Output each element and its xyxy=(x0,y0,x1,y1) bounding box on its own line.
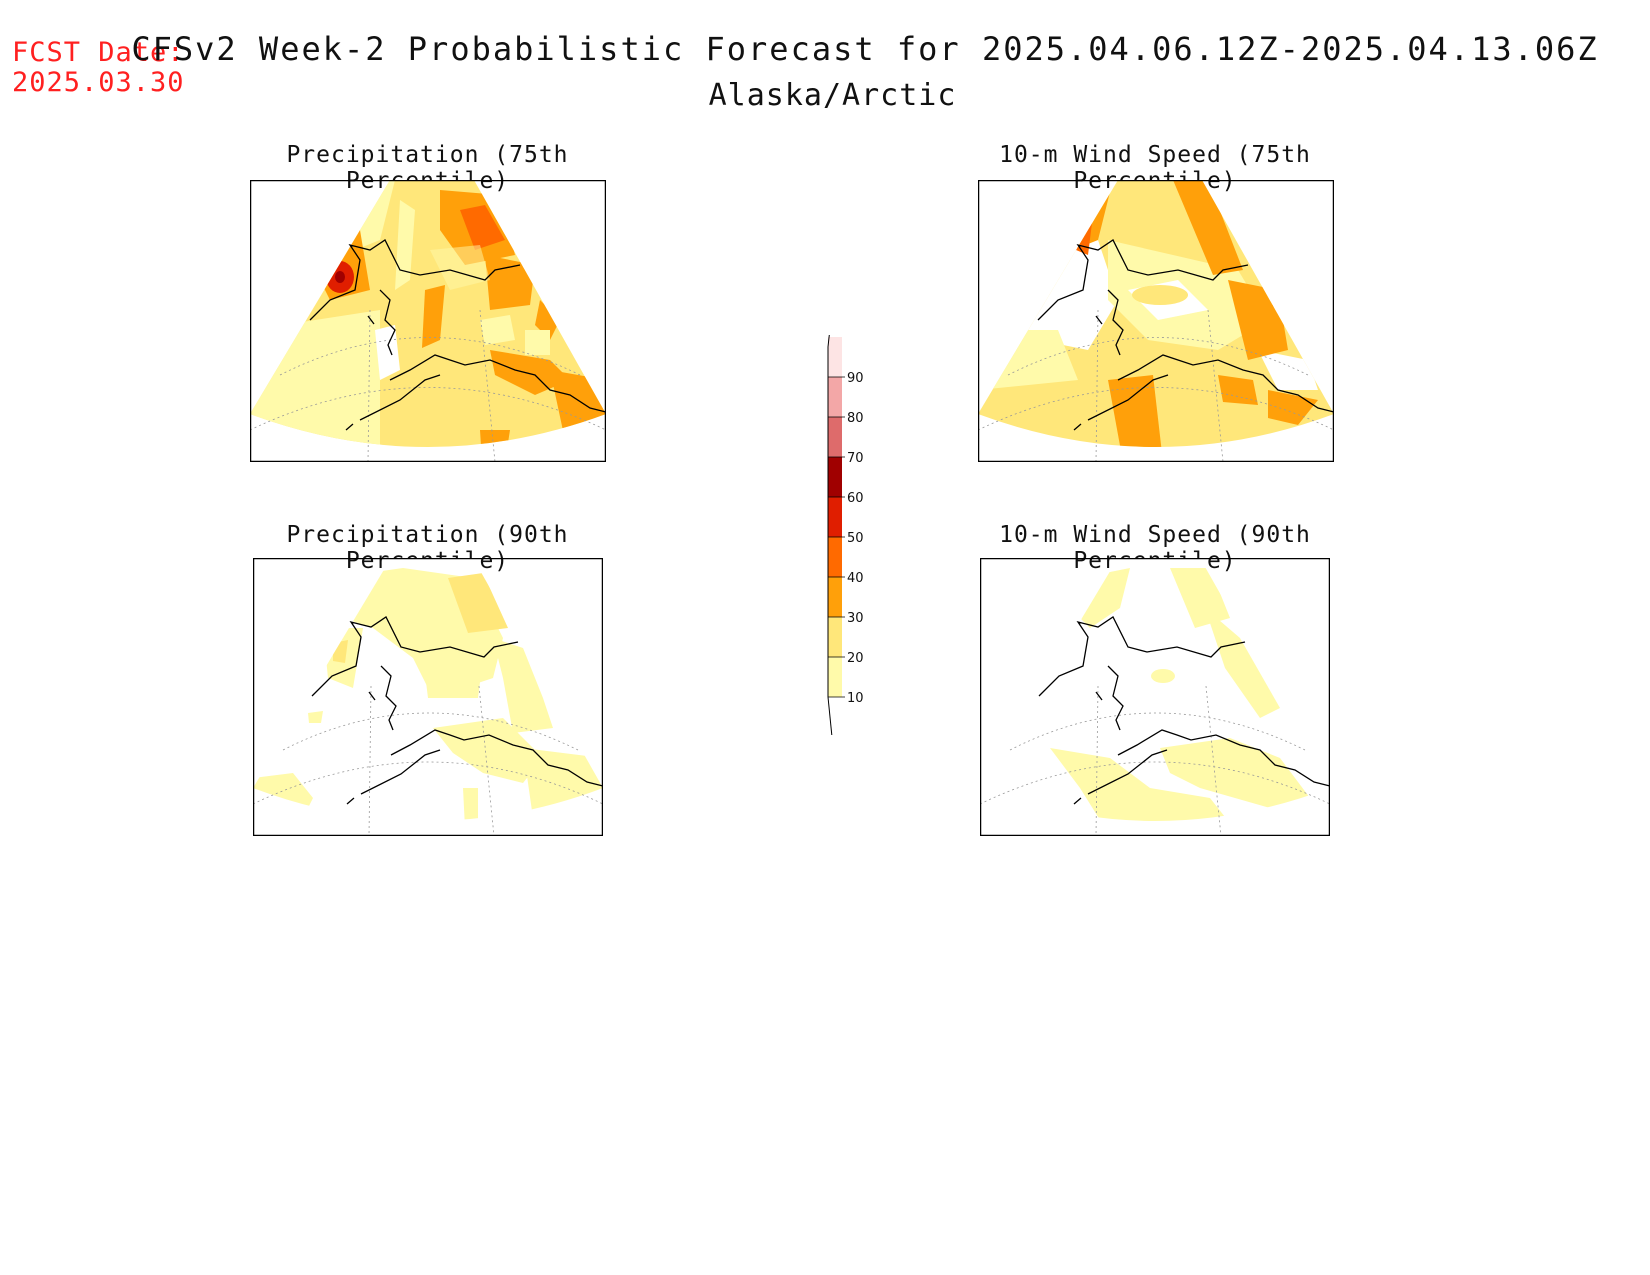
map-wind-90 xyxy=(980,558,1330,836)
map-wind-75 xyxy=(978,180,1334,462)
legend-top-tip xyxy=(827,335,830,377)
legend-bottom-tail xyxy=(827,696,833,735)
legend-label-80: 80 xyxy=(847,411,864,426)
legend-swatch-20 xyxy=(828,617,842,657)
panel-title-precip-75: Precipitation (75th Percentile) xyxy=(286,142,569,194)
legend-swatch-10 xyxy=(828,657,842,697)
legend-label-30: 30 xyxy=(847,611,864,626)
color-legend: 10 20 30 40 50 60 70 80 90 xyxy=(827,335,864,735)
legend-bars xyxy=(827,335,842,735)
map-precip-75 xyxy=(250,180,606,462)
forecast-date-value: 2025.03.30 xyxy=(12,67,185,98)
legend-label-20: 20 xyxy=(847,651,864,666)
page-title: CFSv2 Week-2 Probabilistic Forecast for … xyxy=(131,30,1599,68)
map-precip-90 xyxy=(253,558,603,836)
legend-swatch-60 xyxy=(828,457,842,497)
legend-swatch-40 xyxy=(828,537,842,577)
legend-labels: 10 20 30 40 50 60 70 80 90 xyxy=(828,371,864,706)
legend-swatch-70 xyxy=(828,417,842,457)
legend-label-40: 40 xyxy=(847,571,864,586)
legend-swatch-90 xyxy=(828,337,842,377)
region-subtitle: Alaska/Arctic xyxy=(708,78,957,113)
forecast-date-block: FCST Date: 2025.03.30 xyxy=(12,38,185,98)
legend-label-90: 90 xyxy=(847,371,864,386)
legend-label-60: 60 xyxy=(847,491,864,506)
forecast-date-label: FCST Date: xyxy=(12,37,185,68)
legend-swatch-30 xyxy=(828,577,842,617)
legend-label-10: 10 xyxy=(847,691,864,706)
legend-label-50: 50 xyxy=(847,531,864,546)
legend-label-70: 70 xyxy=(847,451,864,466)
legend-swatch-50 xyxy=(828,497,842,537)
legend-swatch-80 xyxy=(828,377,842,417)
